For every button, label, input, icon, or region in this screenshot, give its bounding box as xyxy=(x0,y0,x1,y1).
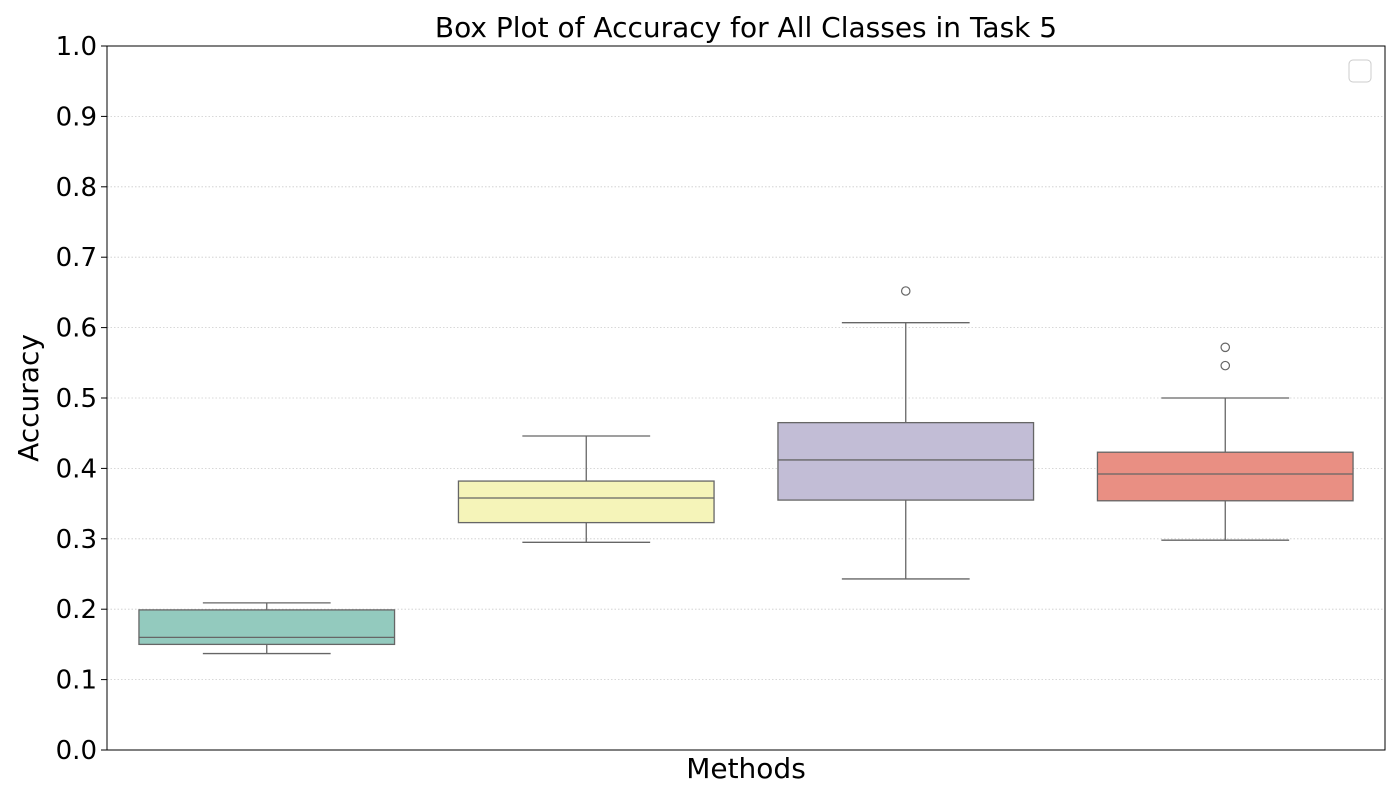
y-axis-label: Accuracy xyxy=(12,334,45,462)
chart-title: Box Plot of Accuracy for All Classes in … xyxy=(435,11,1057,44)
y-tick-label: 0.8 xyxy=(56,173,97,203)
box-group xyxy=(1096,342,1354,541)
x-axis-label: Methods xyxy=(686,752,806,785)
outlier-point xyxy=(1220,360,1231,371)
y-tick-label: 0.1 xyxy=(56,666,97,696)
box-iqr xyxy=(1096,451,1354,502)
legend-box xyxy=(1348,59,1372,83)
y-tick-label: 0.6 xyxy=(56,314,97,344)
y-tick-label: 0.5 xyxy=(56,384,97,414)
outlier-point xyxy=(1220,342,1231,353)
y-tick-label: 0.4 xyxy=(56,454,97,484)
box-iqr xyxy=(457,480,715,524)
boxes xyxy=(138,286,1354,655)
y-axis-ticks: 0.0 0.1 0.2 0.3 0.4 0.5 0.6 0.7 0.8 0.9 1.0 xyxy=(56,32,107,766)
y-tick-label: 0.9 xyxy=(56,102,97,132)
box-iqr xyxy=(138,609,396,646)
y-tick-label: 0.0 xyxy=(56,736,97,766)
box-iqr xyxy=(777,421,1035,501)
box-group xyxy=(777,286,1035,580)
box-group xyxy=(457,435,715,543)
y-tick-label: 0.3 xyxy=(56,525,97,555)
box-group xyxy=(138,602,396,655)
y-tick-label: 0.2 xyxy=(56,595,97,625)
outlier-point xyxy=(900,286,911,296)
y-tick-label: 1.0 xyxy=(56,32,97,62)
y-tick-label: 0.7 xyxy=(56,243,97,273)
